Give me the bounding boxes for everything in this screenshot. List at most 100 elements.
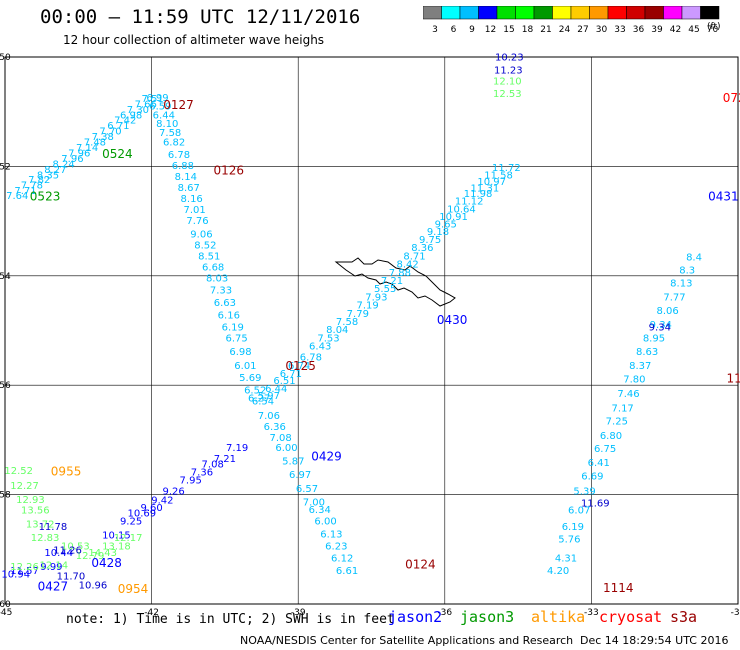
wave-height-value: 6.01 [234,361,256,372]
wave-height-value: 7.38 [92,132,114,143]
wave-height-value: 7.76 [186,216,208,227]
wave-height-value: 10.91 [439,212,468,223]
wave-height-value: 10.94 [1,570,30,581]
wave-height-value: 6.34 [309,505,331,516]
wave-height-value: 6.69 [581,471,603,482]
wave-height-value: 6.41 [588,458,610,469]
y-tick-label: -60 [0,600,11,610]
wave-height-value: 5.87 [282,457,304,468]
wave-height-value: 8.95 [643,333,665,344]
island-outline [334,257,456,307]
pass-time-label: 0428 [91,556,122,570]
wave-height-value: 10.96 [79,581,108,592]
x-tick-label: -36 [437,608,452,618]
wave-height-value: 7.88 [389,268,411,279]
wave-height-value: 7.93 [365,292,387,303]
wave-height-value: 11.78 [39,522,68,533]
wave-height-value: 7.42 [114,116,136,127]
wave-height-value: 6.54 [252,396,274,407]
wave-height-value: 11.98 [464,189,493,200]
wave-height-value: 7.64 [6,191,28,202]
wave-height-value: 12.17 [114,533,143,544]
wave-height-value: 7.08 [202,459,224,470]
wave-height-value: 8.04 [326,325,348,336]
wave-height-value: 10.23 [495,52,524,63]
wave-height-value: 12.79 [76,551,105,562]
units-label: (ft) [707,22,721,32]
wave-height-value: 8.03 [206,273,228,284]
colorbar-tick-label: 9 [469,25,475,35]
wave-height-value: 7.82 [28,175,50,186]
timestamp-text: Dec 14 18:29:54 UTC 2016 [580,634,729,647]
wave-height-value: 12.83 [31,533,60,544]
wave-height-value: 12.14 [40,560,69,571]
x-tick-label: -30 [731,608,740,618]
wave-height-value: 8.51 [198,251,220,262]
wave-height-value: 13.72 [26,519,55,530]
colorbar-tick-label: 6 [451,25,457,35]
wave-height-value: 7.70 [99,127,121,138]
colorbar-tick-label: 39 [651,25,663,35]
wave-height-value: 6.63 [214,298,236,309]
wave-height-value: 8.13 [670,279,692,290]
wave-height-value: 6.44 [153,110,175,121]
pass-time-label: 0524 [102,147,133,161]
pass-time-label: 111 [727,371,740,385]
legend-entry-altika: altika [531,608,586,626]
wave-height-value: 6.43 [309,342,331,353]
wave-height-value: 8.14 [175,172,197,183]
wave-height-value: 8.67 [178,183,200,194]
colorbar-tick-label: 3 [432,25,438,35]
wave-height-value: 13.18 [102,541,131,552]
wave-height-value: 7.08 [269,433,291,444]
pass-time-label: 0126 [214,164,245,178]
wave-height-value: 7.19 [356,301,378,312]
wave-height-value: 8.52 [194,240,216,251]
wave-height-value: 9.75 [419,235,441,246]
pass-time-label: 0955 [51,464,82,478]
wave-height-value: 11.69 [581,499,610,510]
wave-height-value: 6.74 [288,361,310,372]
wave-height-value: 8.10 [156,119,178,130]
wave-height-value: 9.34 [649,323,671,334]
wave-height-value: 6.19 [222,323,244,334]
wave-height-value: 7.51 [141,94,163,105]
wave-height-value: 8.16 [181,194,203,205]
colorbar-tick-label: 12 [485,25,496,35]
wave-height-value: 6.07 [568,506,590,517]
wave-height-value: 6.51 [273,376,295,387]
wave-height-value: 6.57 [296,484,318,495]
wave-height-value: 5.39 [573,487,595,498]
colorbar: 3 6 9 12 15 18 21 24 27 30 33 36 39 42 45 70 [423,6,720,35]
wave-height-value: 6.13 [320,529,342,540]
wave-height-value: 6.19 [562,522,584,533]
pass-time-label: 0523 [30,189,61,203]
credit-text: NOAA/NESDIS Center for Satellite Applica… [240,634,574,647]
wave-height-value: 8.35 [37,170,59,181]
colorbar-tick-label: 30 [596,25,608,35]
wave-height-value: 6.27 [248,394,270,405]
wave-height-value: 9.42 [151,495,173,506]
wave-height-value: 7.66 [135,99,157,110]
pass-time-label: 0427 [38,579,69,593]
colorbar-tick-label: 33 [614,25,625,35]
wave-height-value: 10.44 [44,548,73,559]
wave-height-value: 7.01 [183,205,205,216]
wave-height-value: 7.79 [347,309,369,320]
wave-height-value: 6.71 [107,121,129,132]
wave-height-value: 11.31 [471,184,500,195]
wave-height-value: 7.96 [61,154,83,165]
wave-height-value: 8.42 [397,260,419,271]
wave-height-value: 11.57 [10,566,39,577]
wave-height-value: 9.25 [120,517,142,528]
wave-height-value: 7.78 [21,180,43,191]
pass-time-label: 0431 [708,189,739,203]
wave-height-value: 9.60 [140,503,162,514]
page-title: 00:00 — 11:59 UTC 12/11/2016 [40,6,361,28]
wave-height-value: 6.80 [600,431,622,442]
wave-height-value: 6.97 [289,470,311,481]
x-tick-label: -39 [291,608,306,618]
wave-height-value: 7.14 [76,143,98,154]
wave-height-value: 6.59 [149,102,171,113]
